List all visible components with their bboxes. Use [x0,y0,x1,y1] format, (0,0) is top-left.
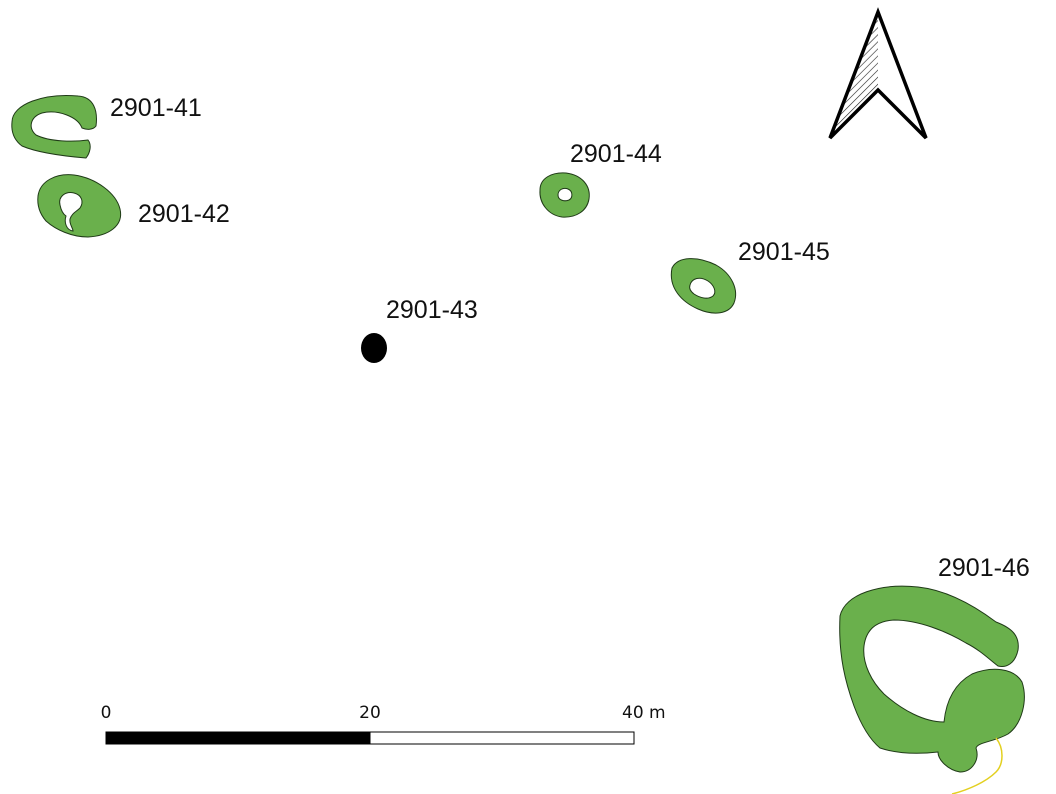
scale-label-0: 0 [101,703,112,723]
feature-2901-43[interactable]: 2901-43 [361,296,478,363]
feature-2901-41[interactable]: 2901-41 [11,94,202,159]
feature-2901-46-yellow-line [951,737,1003,794]
feature-label: 2901-41 [110,94,202,122]
scale-bar-segment-white [369,731,635,745]
feature-2901-41-polygon [11,95,97,159]
feature-2901-42[interactable]: 2901-42 [37,174,230,238]
feature-2901-44[interactable]: 2901-44 [539,140,662,218]
feature-label: 2901-43 [386,296,478,324]
feature-label: 2901-45 [738,238,830,266]
feature-label: 2901-46 [938,554,1030,582]
feature-2901-45-polygon [670,258,737,314]
feature-2901-45[interactable]: 2901-45 [670,238,830,314]
feature-label: 2901-44 [570,140,662,168]
feature-2901-46-polygon [839,585,1025,773]
feature-2901-44-polygon [539,172,590,218]
scale-bar-segment-black [105,731,371,745]
north-arrow-icon [828,7,928,140]
scale-bar: 0 20 40 m [101,703,666,745]
feature-2901-43-point [361,333,387,363]
feature-2901-46[interactable]: 2901-46 [839,554,1030,794]
feature-2901-42-polygon [37,174,122,238]
scale-label-40: 40 m [622,703,666,723]
scale-label-20: 20 [359,703,381,723]
feature-label: 2901-42 [138,200,230,228]
